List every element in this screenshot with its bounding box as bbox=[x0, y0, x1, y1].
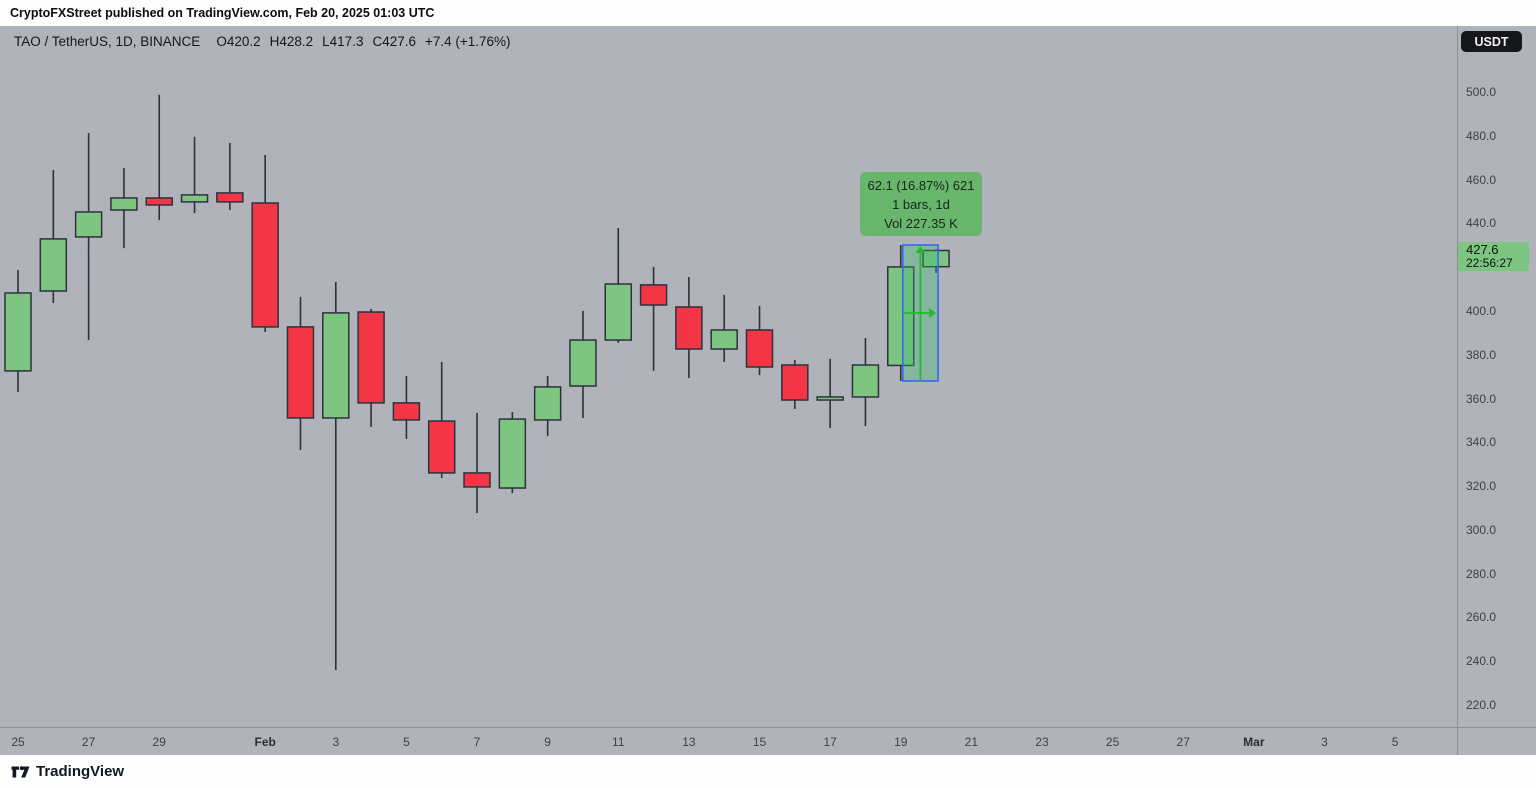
candle-feb-2[interactable] bbox=[286, 296, 315, 450]
time-tick-19: 19 bbox=[894, 735, 908, 749]
candle-feb-1[interactable] bbox=[251, 155, 279, 332]
time-tick-11: 11 bbox=[612, 735, 625, 749]
symbol-title: TAO / TetherUS, 1D, BINANCE bbox=[14, 34, 201, 49]
time-tick-7: 7 bbox=[473, 735, 481, 749]
candle-jan-31[interactable] bbox=[216, 143, 244, 211]
candle-jan-29[interactable] bbox=[145, 94, 173, 221]
time-tick-17: 17 bbox=[823, 735, 837, 749]
time-tick-13: 13 bbox=[682, 735, 696, 749]
candle-jan-26[interactable] bbox=[39, 169, 68, 304]
price-tick-360.0: 360.0 bbox=[1466, 391, 1497, 406]
time-tick-5: 5 bbox=[1391, 735, 1399, 749]
measure-volume: Vol 227.35 K bbox=[884, 215, 958, 231]
candle-feb-4[interactable] bbox=[357, 308, 385, 427]
candle-feb-6[interactable] bbox=[427, 361, 456, 478]
measure-range: 62.1 (16.87%) 621 bbox=[867, 177, 975, 193]
time-tick-29: 29 bbox=[152, 735, 166, 749]
footer-bar: TradingView bbox=[0, 755, 1536, 788]
last-price-value: 427.6 bbox=[1466, 242, 1499, 257]
candle-feb-7[interactable] bbox=[463, 412, 491, 513]
candle-feb-3[interactable] bbox=[322, 282, 350, 670]
plot-layer bbox=[0, 94, 1457, 670]
footer-brand[interactable]: TradingView bbox=[36, 763, 125, 780]
last-price-label: 427.6 22:56:27 bbox=[1458, 242, 1529, 271]
time-tick-3: 3 bbox=[332, 735, 340, 749]
candle-feb-14[interactable] bbox=[710, 294, 738, 362]
ohlc-open: O420.2 bbox=[216, 34, 261, 49]
time-axis[interactable]: 25 27 29 Feb 3 5 7 9 11 13 15 17 19 21 23 25 27 Mar 3 5 bbox=[0, 728, 1457, 755]
price-tick-280.0: 280.0 bbox=[1466, 566, 1497, 581]
time-axis-separator bbox=[0, 727, 1536, 728]
measure-tooltip: 62.1 (16.87%) 621 1 bars, 1d Vol 227.35 … bbox=[860, 172, 982, 236]
price-tick-460.0: 460.0 bbox=[1466, 172, 1497, 187]
candle-feb-12[interactable] bbox=[639, 266, 668, 371]
price-tick-480.0: 480.0 bbox=[1466, 128, 1497, 143]
ohlc-high: H428.2 bbox=[269, 34, 314, 49]
time-tick-25: 25 bbox=[1105, 735, 1120, 749]
price-tick-320.0: 320.0 bbox=[1466, 479, 1497, 494]
time-tick-mar: Mar bbox=[1243, 735, 1265, 749]
candlestick-chart[interactable] bbox=[0, 26, 1536, 755]
price-tick-400.0: 400.0 bbox=[1466, 303, 1497, 318]
time-tick-9: 9 bbox=[544, 735, 551, 749]
time-tick-27: 27 bbox=[1176, 735, 1190, 749]
candle-feb-5[interactable] bbox=[392, 375, 421, 440]
time-tick-15: 15 bbox=[752, 735, 767, 749]
price-axis-separator bbox=[1457, 26, 1458, 755]
price-tick-240.0: 240.0 bbox=[1466, 654, 1497, 669]
price-axis[interactable]: USDT 427.6 22:56:27 500.0 480.0 460.0 440.0… bbox=[1458, 26, 1536, 727]
candle-feb-8[interactable] bbox=[498, 412, 527, 494]
time-tick-5: 5 bbox=[403, 735, 410, 749]
candle-feb-11[interactable] bbox=[604, 227, 633, 343]
candle-jan-27[interactable] bbox=[74, 132, 103, 341]
price-tick-340.0: 340.0 bbox=[1466, 435, 1497, 450]
measure-bars: 1 bars, 1d bbox=[892, 196, 950, 212]
candle-feb-9[interactable] bbox=[533, 375, 562, 436]
price-tick-260.0: 260.0 bbox=[1466, 610, 1497, 625]
candle-feb-18[interactable] bbox=[851, 338, 880, 427]
time-tick-27: 27 bbox=[81, 735, 96, 749]
time-tick-25: 25 bbox=[11, 735, 25, 749]
candle-feb-17[interactable] bbox=[816, 358, 844, 429]
time-tick-feb: Feb bbox=[254, 735, 276, 749]
price-tick-380.0: 380.0 bbox=[1466, 347, 1497, 362]
candle-feb-19[interactable] bbox=[887, 245, 915, 381]
candle-jan-25[interactable] bbox=[4, 269, 32, 392]
measure-range-box[interactable] bbox=[902, 244, 939, 382]
price-tick-220.0: 220.0 bbox=[1466, 698, 1497, 712]
candle-feb-13[interactable] bbox=[675, 276, 703, 378]
candle-jan-28[interactable] bbox=[110, 167, 138, 249]
candle-feb-20[interactable] bbox=[922, 249, 950, 274]
last-price-countdown: 22:56:27 bbox=[1466, 255, 1513, 270]
symbol-bar: TAO / TetherUS, 1D, BINANCE O420.2 H428.… bbox=[14, 34, 520, 49]
chart-area[interactable]: TAO / TetherUS, 1D, BINANCE O420.2 H428.… bbox=[0, 26, 1536, 755]
ohlc-close: C427.6 bbox=[372, 34, 416, 49]
time-tick-23: 23 bbox=[1035, 735, 1049, 749]
ohlc-change: +7.4 (+1.76%) bbox=[425, 34, 511, 49]
ohlc-low: L417.3 bbox=[322, 34, 364, 49]
price-tick-500.0: 500.0 bbox=[1466, 85, 1497, 99]
candle-feb-10[interactable] bbox=[569, 310, 597, 418]
time-tick-3: 3 bbox=[1321, 735, 1328, 749]
price-tick-300.0: 300.0 bbox=[1466, 522, 1497, 537]
publisher-text: CryptoFXStreet published on TradingView.… bbox=[10, 6, 435, 20]
currency-button[interactable]: USDT bbox=[1461, 31, 1522, 52]
tradingview-logo-icon[interactable] bbox=[10, 763, 31, 781]
candle-feb-16[interactable] bbox=[781, 359, 809, 410]
candle-jan-30[interactable] bbox=[180, 136, 209, 214]
publisher-bar: CryptoFXStreet published on TradingView.… bbox=[0, 0, 1536, 26]
time-tick-21: 21 bbox=[964, 735, 979, 749]
price-tick-440.0: 440.0 bbox=[1466, 216, 1497, 231]
candle-feb-15[interactable] bbox=[745, 305, 774, 376]
